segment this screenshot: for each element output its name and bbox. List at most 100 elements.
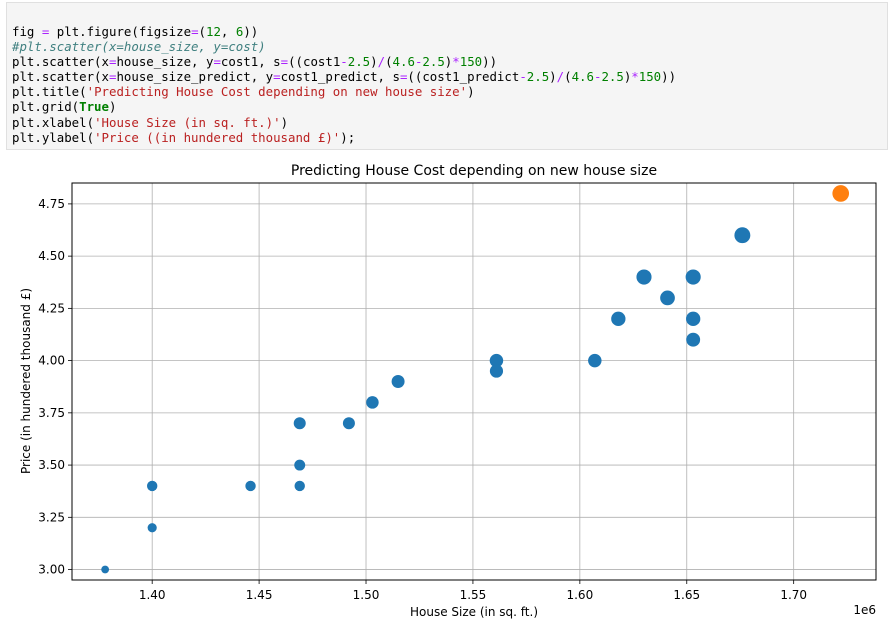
code-token: = [273, 69, 281, 85]
code-line: #plt.scatter(x=house_size, y=cost) [12, 39, 676, 54]
code-token: #plt.scatter(x=house_size, y=cost) [12, 39, 266, 55]
code-token: = [108, 54, 117, 70]
code-token: = [191, 24, 199, 39]
x-ticks: 1.40 1.45 1.50 1.55 1.60 1.65 1.70 [139, 580, 807, 602]
scatter-point [636, 269, 652, 285]
y-axis-label: Price (in hundered thousand £) [19, 288, 33, 474]
code-token: - [414, 54, 423, 70]
scatter-point [489, 364, 504, 378]
axes-frame [71, 182, 877, 581]
code-token: plt.scatter(x [12, 69, 109, 85]
code-token: cost1_predict, s [280, 69, 400, 85]
code-token: 2.5 [526, 69, 550, 85]
scatter-point [294, 480, 305, 492]
code-token: plt.xlabel( [12, 114, 95, 130]
scatter-point [147, 523, 157, 533]
chart-title: Predicting House Cost depending on new h… [291, 163, 657, 179]
code-token: 2.5 [347, 54, 371, 70]
code-token: ) [467, 84, 475, 100]
y-tick-label: 4.50 [38, 249, 65, 263]
code-token: - [519, 69, 527, 85]
code-token: ) [108, 99, 117, 115]
scatter-point [734, 227, 751, 244]
scatter-point [146, 480, 158, 492]
code-token: - [593, 69, 602, 85]
scatter-point [832, 185, 850, 202]
code-token: ( [198, 24, 206, 39]
grid-lines [72, 183, 876, 580]
y-tick-label: 3.25 [38, 510, 65, 524]
code-token: * [452, 54, 460, 70]
scatter-points [101, 185, 850, 574]
code-token: 2.5 [601, 69, 624, 85]
code-token: , [220, 24, 236, 39]
code-token: 150 [638, 69, 662, 85]
scatter-point [293, 417, 306, 430]
scatter-point [489, 353, 504, 368]
code-token: ) [623, 69, 632, 85]
code-token: ); [340, 129, 356, 145]
y-tick-label: 4.25 [38, 301, 65, 315]
code-token: house_size_predict, y [116, 69, 274, 85]
y-tick-label: 3.50 [38, 458, 65, 472]
scatter-point [588, 353, 602, 368]
scatter-point [611, 311, 626, 326]
code-lines: fig = plt.figure(figsize=(12, 6)) #plt.sc… [12, 24, 676, 145]
code-token: ( [385, 54, 393, 70]
code-token: 'Price ((in hundered thousand £)' [94, 129, 341, 145]
scatter-point [366, 396, 379, 409]
code-line: plt.xlabel('House Size (in sq. ft.)') [12, 115, 676, 130]
y-tick-label: 3.00 [38, 563, 65, 577]
code-token: / [377, 54, 386, 70]
code-line: plt.title('Predicting House Cost dependi… [12, 84, 676, 99]
code-cell[interactable]: fig = plt.figure(figsize=(12, 6)) #plt.sc… [6, 2, 888, 150]
scatter-point [685, 269, 701, 285]
code-token: ((cost1_predict [407, 69, 520, 85]
code-token: ) [444, 54, 453, 70]
y-tick-label: 4.00 [38, 354, 65, 368]
code-token: = [108, 69, 117, 85]
code-token: )) [243, 24, 259, 39]
code-token: 12 [206, 24, 221, 39]
scatter-point [686, 311, 701, 326]
code-token: house_size, y [116, 54, 214, 70]
code-token: plt.scatter(x [12, 54, 109, 70]
code-line: fig = plt.figure(figsize=(12, 6)) [12, 24, 676, 39]
x-tick-label: 1.65 [673, 588, 700, 602]
scatter-point [686, 332, 701, 347]
scatter-point [101, 565, 110, 574]
code-token: 'House Size (in sq. ft.)' [94, 114, 281, 130]
code-token: ( [564, 69, 572, 85]
code-token: True [79, 99, 109, 115]
code-token: 4.6 [571, 69, 594, 85]
code-line: plt.ylabel('Price ((in hundered thousand… [12, 130, 676, 145]
x-tick-label: 1.60 [566, 588, 593, 602]
scatter-point [245, 480, 256, 492]
x-tick-label: 1.50 [353, 588, 380, 602]
code-token: )) [661, 69, 677, 85]
code-token: 'Predicting House Cost depending on new … [86, 84, 468, 100]
code-line: plt.grid(True) [12, 99, 676, 114]
scatter-point [342, 417, 355, 430]
y-tick-label: 3.75 [38, 406, 65, 420]
code-line: plt.scatter(x=house_size, y=cost1, s=((c… [12, 54, 676, 69]
code-token: ) [549, 69, 557, 85]
code-token: plt.ylabel( [12, 129, 95, 145]
code-token: ) [370, 54, 378, 70]
code-token: - [340, 54, 348, 70]
x-tick-label: 1.40 [139, 588, 166, 602]
code-token: 4.6 [392, 54, 415, 70]
x-tick-label: 1.55 [460, 588, 487, 602]
code-token: 2.5 [422, 54, 445, 70]
code-token: = [399, 69, 408, 85]
y-ticks: 3.00 3.25 3.50 3.75 4.00 4.25 4.50 4.75 [38, 197, 72, 577]
code-token: = [213, 54, 221, 70]
code-token: 150 [459, 54, 483, 70]
y-tick-label: 4.75 [38, 197, 65, 211]
code-token: plt.grid( [12, 99, 80, 115]
scatter-point [391, 375, 405, 388]
code-line: plt.scatter(x=house_size_predict, y=cost… [12, 69, 676, 84]
code-token: = [41, 24, 50, 39]
code-token: ) [280, 114, 289, 130]
